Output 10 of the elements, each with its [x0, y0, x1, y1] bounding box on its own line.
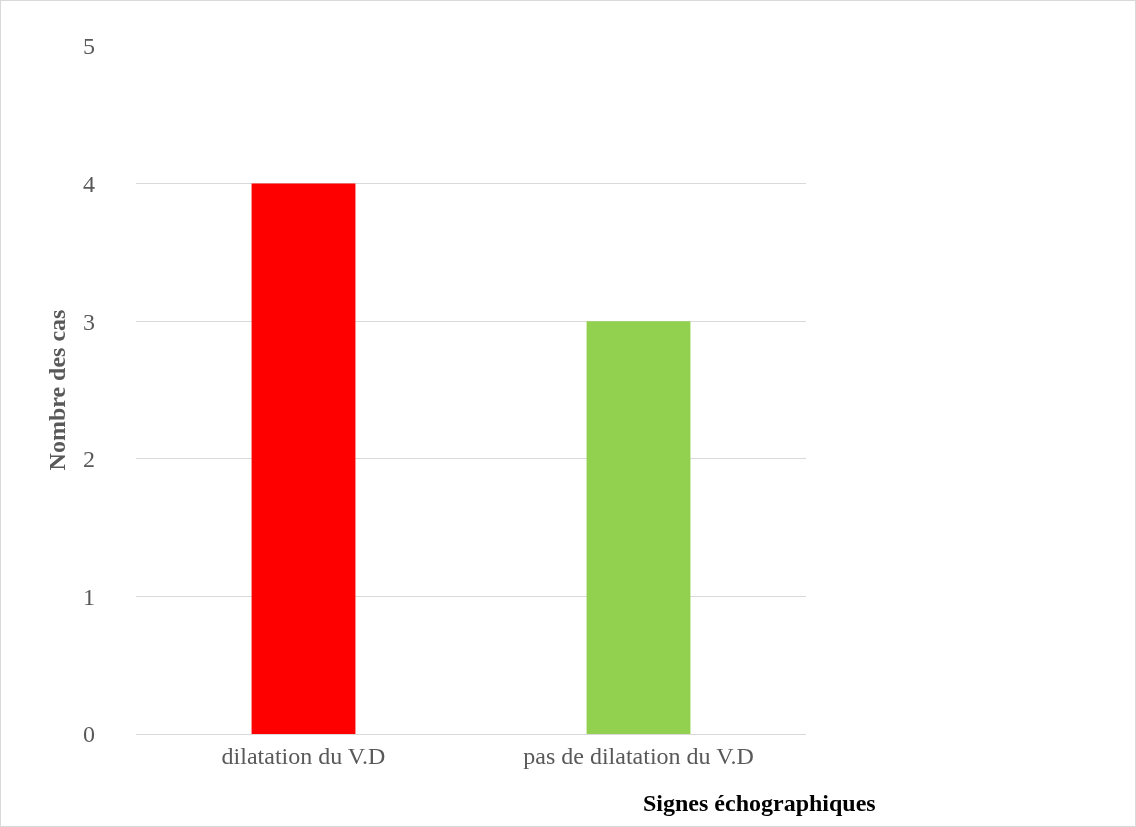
y-axis-title: Nombre des cas	[44, 309, 71, 471]
x-tick-label: dilatation du V.D	[221, 742, 386, 769]
y-tick-label: 0	[83, 721, 95, 748]
y-tick-label: 5	[83, 33, 95, 60]
y-tick-label: 2	[83, 446, 95, 473]
y-tick-label: 1	[83, 583, 95, 610]
x-axis-title: Signes échographiques	[643, 790, 876, 816]
x-tick-label: pas de dilatation du V.D	[523, 742, 754, 769]
y-tick-label: 4	[83, 171, 95, 197]
y-tick-label: 3	[83, 308, 95, 335]
